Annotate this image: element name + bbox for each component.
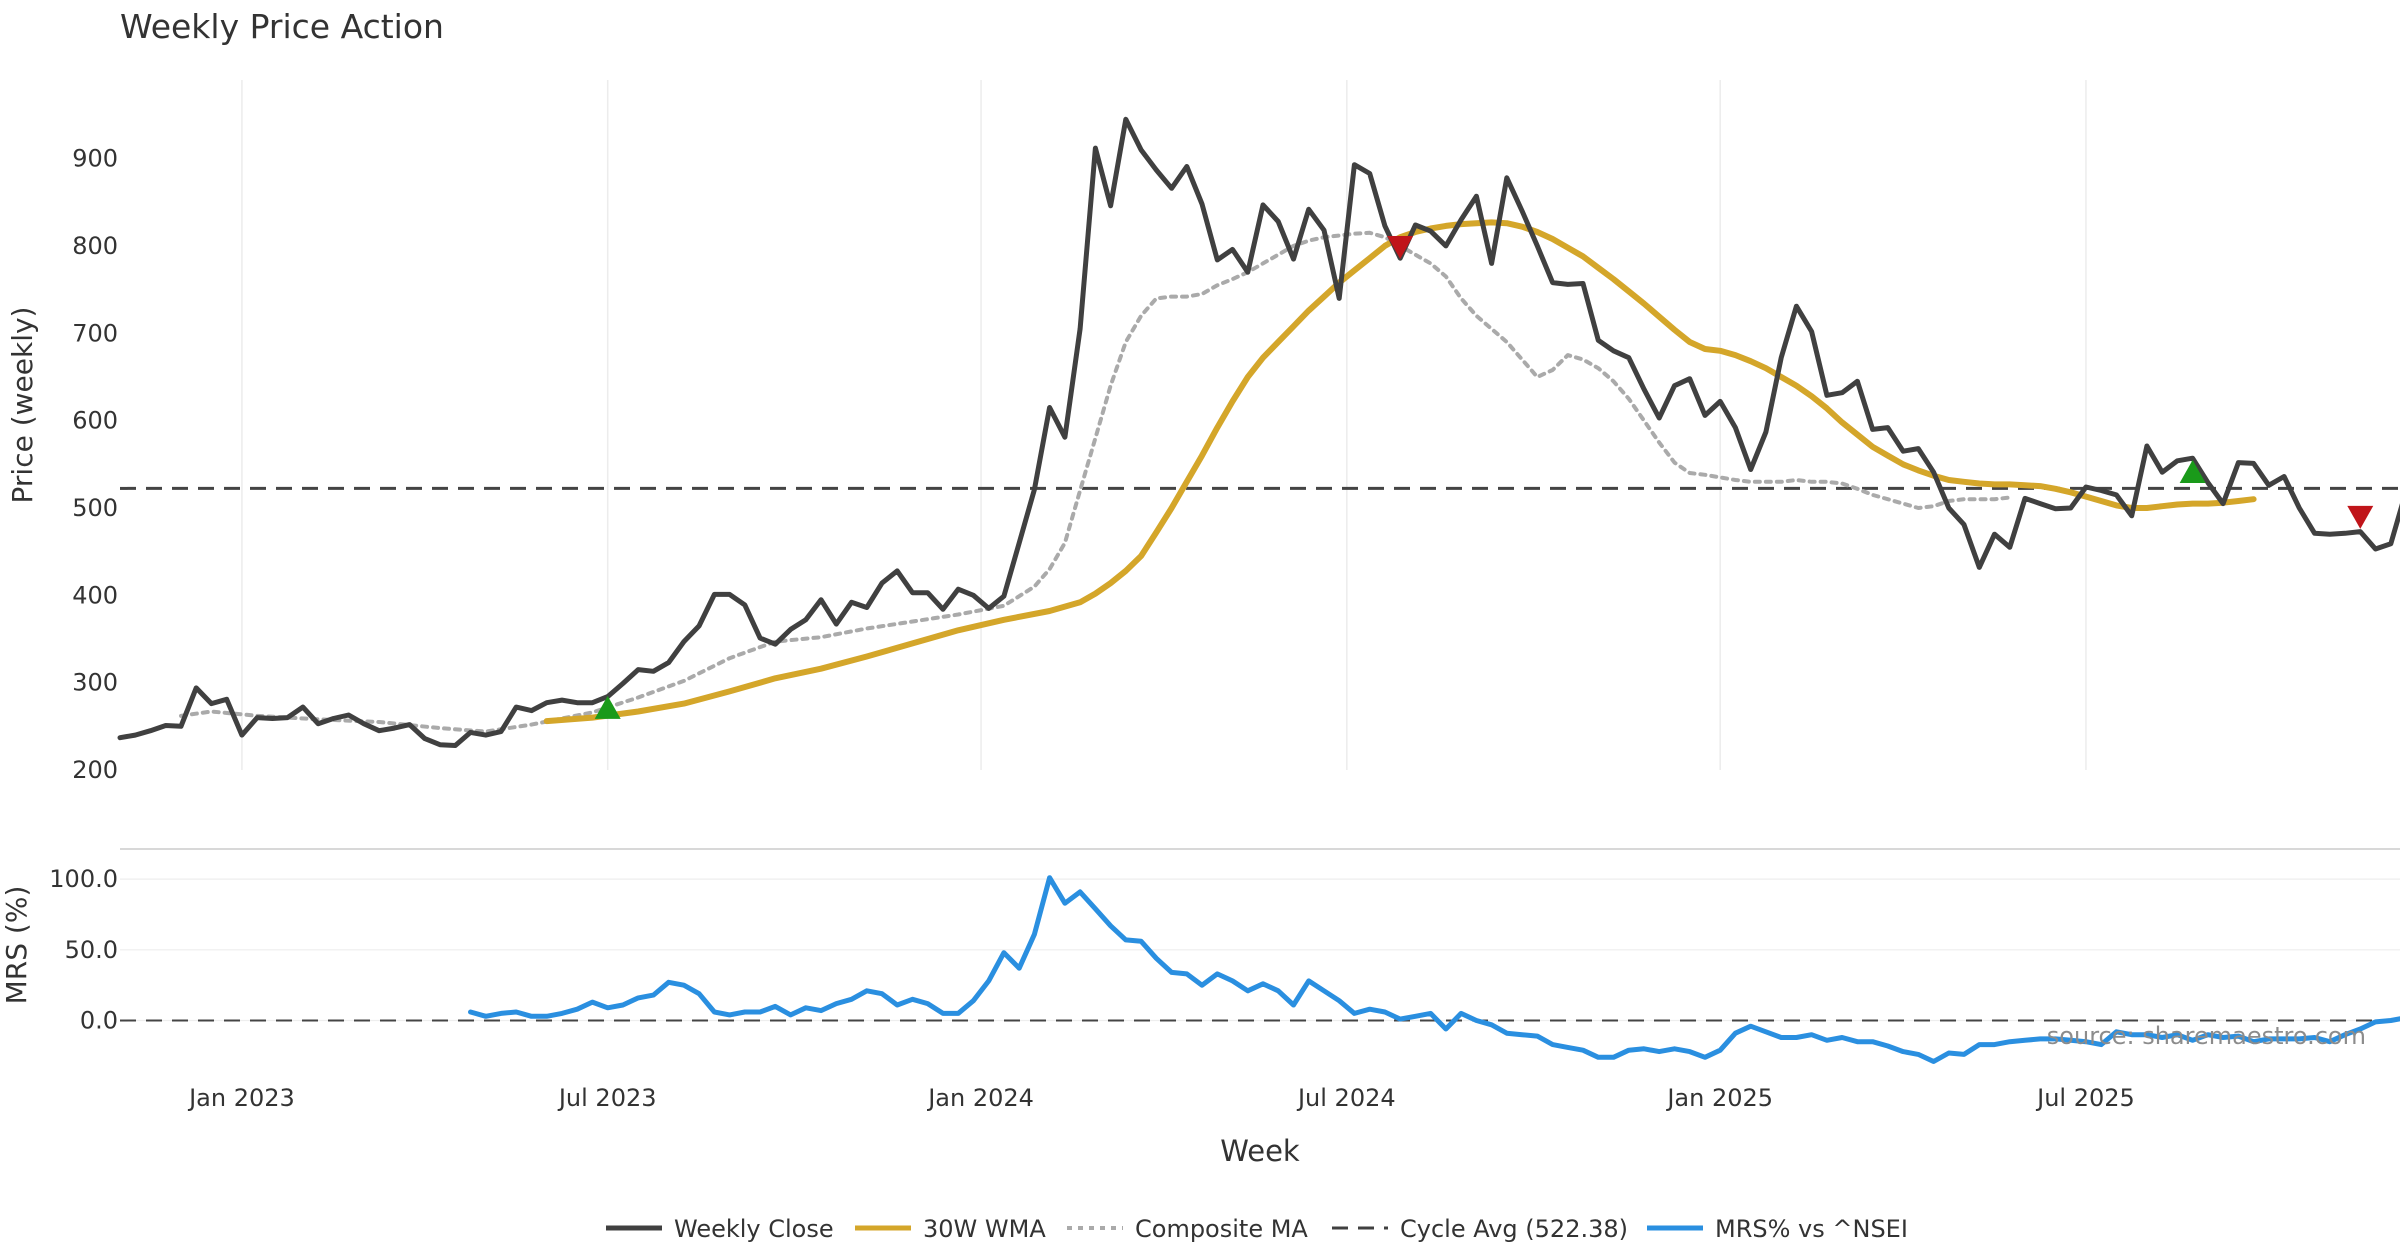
series-mrs-vs-nsei: [468, 875, 2400, 1064]
price-y-tick-label: 600: [72, 407, 118, 435]
legend-label: Weekly Close: [674, 1215, 834, 1243]
mrs-y-tick-label: 50.0: [65, 936, 118, 964]
mrs-y-axis: 0.0 50.0 100.0: [49, 865, 118, 1034]
series-weekly-close: [117, 116, 2400, 748]
price-y-tick-label: 700: [72, 319, 118, 347]
source-annotation: source: sharemaestro.com: [2047, 1022, 2366, 1050]
legend-label: Composite MA: [1135, 1215, 1308, 1243]
legend-label: MRS% vs ^NSEI: [1715, 1215, 1908, 1243]
series-composite-ma: [179, 230, 2012, 734]
price-series-group: [117, 116, 2400, 748]
legend: Weekly Close 30W WMA Composite MA Cycle Avg…: [606, 1215, 1908, 1243]
price-y-axis-label: Price (weekly): [6, 307, 39, 504]
buy-signal-marker: [594, 695, 621, 719]
price-y-tick-label: 300: [72, 669, 118, 697]
x-tick-label: Jan 2024: [926, 1084, 1034, 1112]
mrs-y-tick-label: 0.0: [80, 1007, 118, 1035]
price-y-tick-label: 800: [72, 232, 118, 260]
mrs-y-axis-label: MRS (%): [0, 886, 33, 1005]
x-tick-label: Jul 2024: [1296, 1084, 1396, 1112]
x-axis: Jan 2023 Jul 2023 Jan 2024 Jul 2024 Jan 2025…: [187, 1084, 2135, 1112]
price-y-axis: 200 300 400 500 600 700 800 900: [72, 145, 118, 784]
x-tick-label: Jan 2025: [1665, 1084, 1773, 1112]
series-30w-wma: [543, 219, 2257, 725]
legend-label: Cycle Avg (522.38): [1400, 1215, 1628, 1243]
x-tick-label: Jul 2025: [2035, 1084, 2135, 1112]
buy-signal-marker: [2179, 460, 2206, 484]
price-y-tick-label: 900: [72, 145, 118, 173]
mrs-series-group: [468, 875, 2400, 1064]
sell-signal-marker: [1387, 235, 1414, 259]
price-y-tick-label: 500: [72, 494, 118, 522]
x-tick-label: Jul 2023: [557, 1084, 657, 1112]
legend-label: 30W WMA: [923, 1215, 1046, 1243]
price-y-tick-label: 200: [72, 756, 118, 784]
price-panel-grid: [241, 80, 2087, 770]
x-axis-label: Week: [1220, 1134, 1300, 1168]
mrs-y-tick-label: 100.0: [49, 865, 118, 893]
sell-signal-marker: [2347, 505, 2374, 529]
x-tick-label: Jan 2023: [187, 1084, 295, 1112]
signal-markers: [594, 235, 2374, 719]
price-y-tick-label: 400: [72, 581, 118, 609]
chart-title: Weekly Price Action: [120, 7, 444, 46]
